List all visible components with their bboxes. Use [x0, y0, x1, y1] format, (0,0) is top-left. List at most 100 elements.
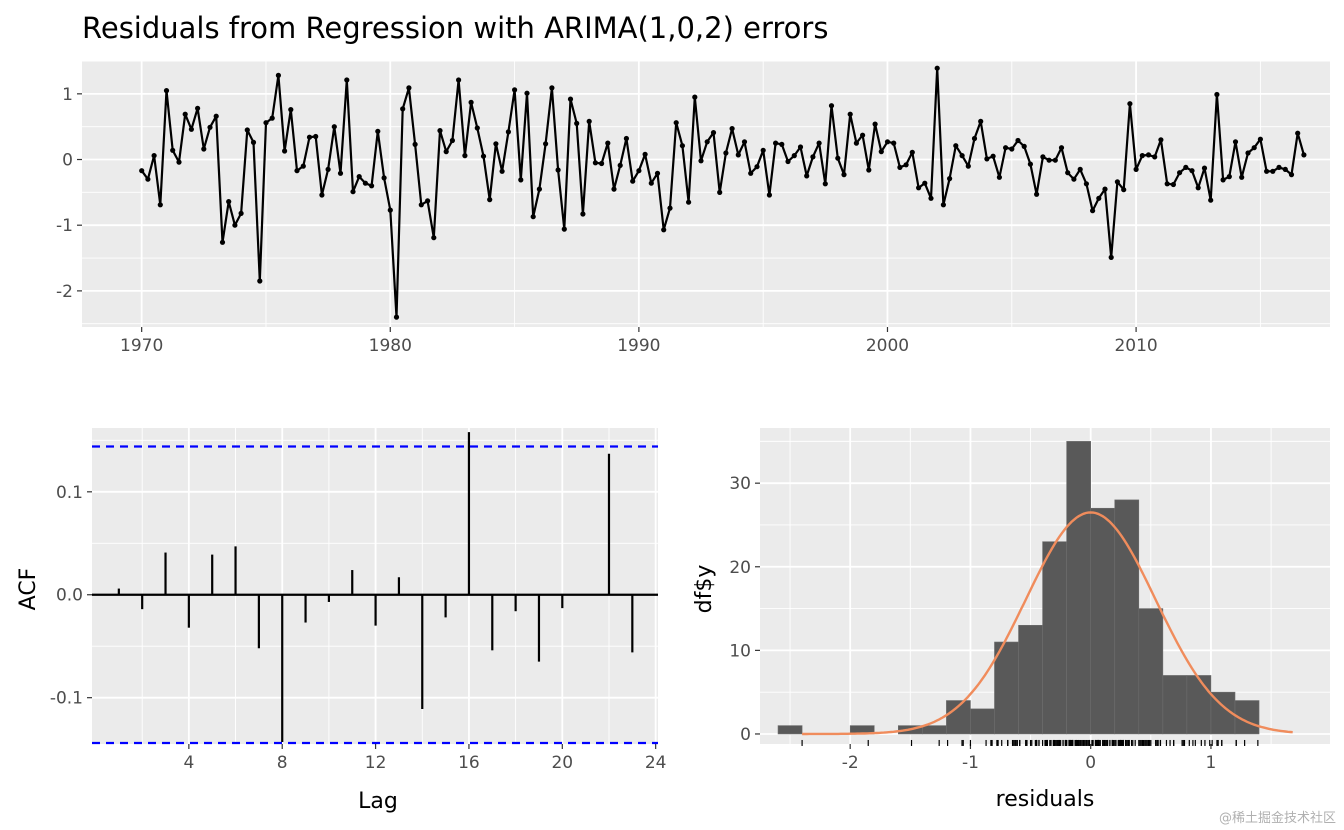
- residual-point: [163, 88, 170, 94]
- residual-point: [1164, 181, 1170, 187]
- y-tick-label: -2: [56, 282, 73, 302]
- residual-point: [1214, 91, 1220, 98]
- residual-point: [841, 172, 847, 178]
- x-tick-label: 1980: [369, 336, 412, 356]
- residual-point: [567, 96, 574, 102]
- residual-point: [1027, 161, 1033, 167]
- residual-point: [1220, 177, 1226, 183]
- residual-point: [1282, 166, 1288, 172]
- hist-y-axis-title: df$y: [692, 565, 717, 614]
- residual-point: [176, 159, 182, 165]
- residual-point: [1121, 187, 1127, 193]
- residual-point: [996, 174, 1003, 180]
- histogram-bar: [1090, 507, 1116, 735]
- residual-point: [810, 154, 816, 160]
- residual-point: [654, 170, 661, 176]
- residual-point: [151, 153, 157, 159]
- residual-point: [319, 192, 325, 198]
- residual-point: [1232, 139, 1239, 145]
- residual-point: [990, 153, 996, 159]
- x-tick-label: 20: [551, 753, 573, 773]
- residual-point: [866, 167, 872, 173]
- residual-point: [766, 192, 773, 198]
- histogram-bar: [970, 708, 995, 735]
- residual-point: [387, 207, 393, 213]
- chart-title: Residuals from Regression with ARIMA(1,0…: [82, 11, 828, 45]
- residual-point: [1264, 168, 1270, 174]
- acf-y-axis-title: ACF: [16, 568, 41, 611]
- residual-point: [350, 189, 356, 195]
- x-tick-label: 0: [1085, 753, 1096, 773]
- histogram-bar: [1114, 499, 1140, 735]
- residual-point: [499, 168, 505, 174]
- acf-panel: 4 8 12 16 20 24 -0.1 0.0 0.1: [50, 428, 666, 773]
- residual-point: [201, 146, 207, 152]
- residual-point: [1301, 152, 1307, 158]
- residual-point: [828, 103, 835, 109]
- residual-point: [139, 168, 145, 174]
- residual-point: [400, 106, 406, 112]
- residual-point: [642, 151, 648, 157]
- y-tick-label: 0: [740, 725, 751, 745]
- residual-point: [717, 189, 723, 195]
- residual-point: [816, 140, 822, 146]
- residual-point: [1009, 146, 1015, 152]
- y-tick-label: -0.1: [50, 689, 83, 709]
- residual-point: [754, 164, 760, 170]
- residual-point: [872, 121, 878, 127]
- residual-point: [1189, 168, 1195, 174]
- residual-point: [648, 180, 654, 186]
- histogram-bar: [922, 725, 947, 735]
- x-tick-label: 1970: [120, 336, 163, 356]
- residual-point: [555, 167, 561, 173]
- residual-point: [443, 149, 449, 155]
- residual-point: [916, 185, 922, 191]
- residual-point: [748, 170, 754, 176]
- normal-density-curve: [802, 511, 1293, 736]
- residual-point: [586, 118, 592, 124]
- residual-point: [418, 202, 424, 208]
- residual-point: [288, 107, 294, 113]
- y-tick-label: 20: [729, 558, 751, 578]
- residual-point: [878, 149, 884, 155]
- residual-point: [480, 153, 487, 159]
- residual-point: [704, 139, 710, 145]
- residual-point: [605, 140, 611, 146]
- x-tick-label: 1990: [617, 336, 660, 356]
- residual-point: [779, 141, 785, 147]
- residual-point: [518, 177, 524, 183]
- residual-point: [940, 202, 947, 208]
- residual-point: [692, 94, 698, 100]
- residual-point: [667, 205, 673, 211]
- residual-point: [630, 178, 636, 184]
- residual-point: [723, 150, 729, 156]
- residual-point: [611, 186, 617, 192]
- residual-point: [978, 118, 984, 124]
- residual-point: [853, 140, 860, 146]
- residual-point: [337, 170, 344, 176]
- residual-point: [984, 156, 990, 162]
- residual-point: [1257, 136, 1263, 142]
- residual-point: [741, 139, 748, 145]
- residual-point: [449, 137, 455, 144]
- residual-point: [1201, 165, 1208, 171]
- x-tick-label: 16: [458, 753, 480, 773]
- residual-point: [1288, 172, 1295, 178]
- residual-point: [710, 130, 717, 136]
- residual-point: [1015, 137, 1021, 144]
- residual-series-line: [140, 67, 1305, 319]
- residual-point: [511, 87, 518, 93]
- residual-point: [797, 144, 804, 150]
- residual-point: [219, 239, 226, 245]
- residual-point: [729, 126, 735, 132]
- residual-point: [1052, 157, 1058, 163]
- residual-point: [1071, 176, 1077, 182]
- y-tick-label: 0: [62, 151, 73, 171]
- residual-point: [300, 163, 306, 169]
- residual-point: [1065, 170, 1071, 176]
- residual-point: [431, 235, 437, 241]
- residual-point: [375, 128, 381, 134]
- residual-point: [599, 160, 605, 167]
